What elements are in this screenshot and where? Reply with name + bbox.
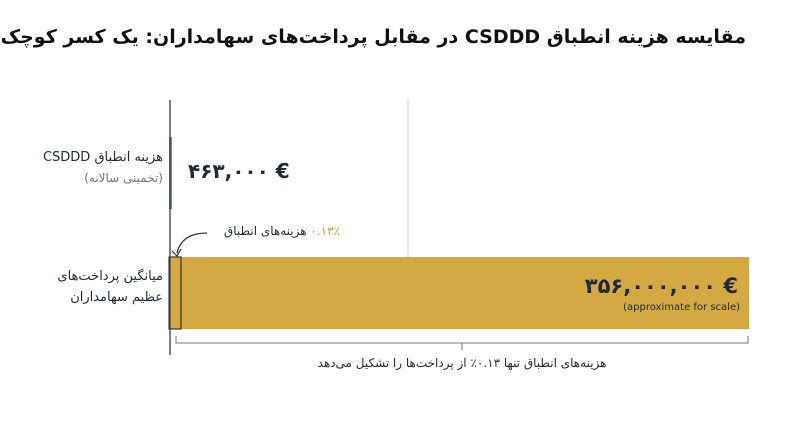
- chart-title: مقایسه هزینه انطباق CSDDD در مقابل پرداخ…: [0, 26, 746, 48]
- scale-note: (approximate for scale): [623, 302, 740, 313]
- ratio-marker: [168, 256, 182, 330]
- ratio-label: هزینه‌های انطباق: [223, 224, 307, 238]
- ratio-annotation: ۰.۱۳٪ هزینه‌های انطباق: [224, 224, 340, 238]
- value-label: ۴۶۳,۰۰۰ €: [188, 159, 290, 183]
- bracket-label: هزینه‌های انطباق تنها ۰.۱۳٪ از پرداخت‌ها…: [317, 356, 607, 370]
- annotation-arrow: [176, 232, 208, 254]
- category-label: میانگین پرداخت‌های عظیم سهامداران: [57, 269, 163, 305]
- category-note: (تخمینی سالانه): [84, 171, 163, 185]
- ratio-value: ۰.۱۳٪: [310, 224, 340, 238]
- arrow-head: [171, 248, 182, 257]
- bar: [169, 257, 749, 329]
- bracket: [175, 336, 749, 350]
- category-label: هزینه انطباق CSDDD: [42, 150, 163, 165]
- value-label: ۳۵۶,۰۰۰,۰۰۰ €: [584, 274, 738, 298]
